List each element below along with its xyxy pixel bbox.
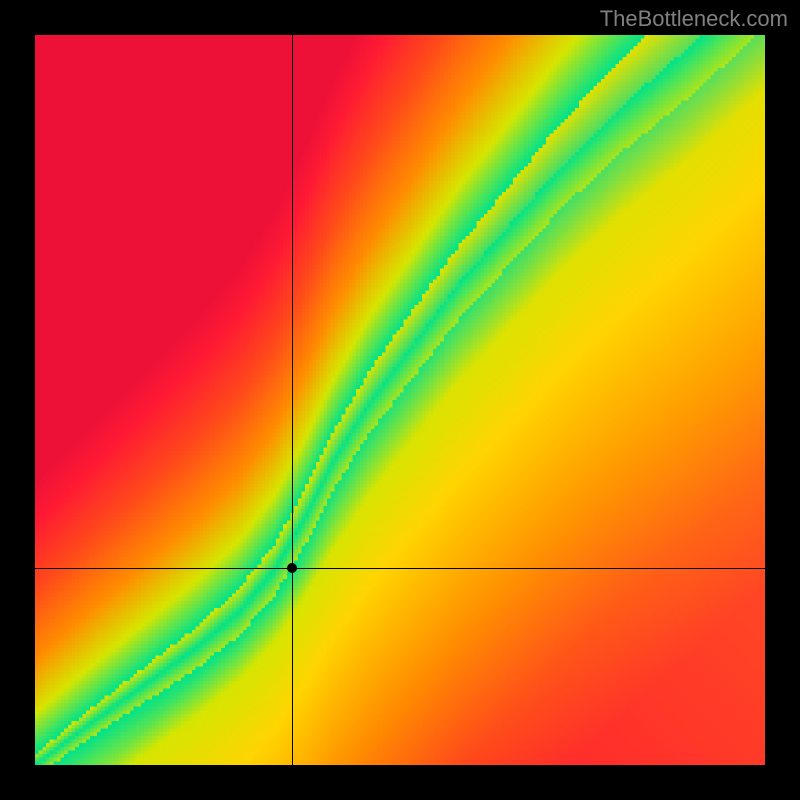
heatmap-plot [35, 35, 765, 765]
marker-dot [287, 563, 297, 573]
crosshair-vertical [292, 35, 293, 765]
crosshair-horizontal [35, 568, 765, 569]
heatmap-canvas [35, 35, 765, 765]
watermark-text: TheBottleneck.com [600, 6, 788, 32]
